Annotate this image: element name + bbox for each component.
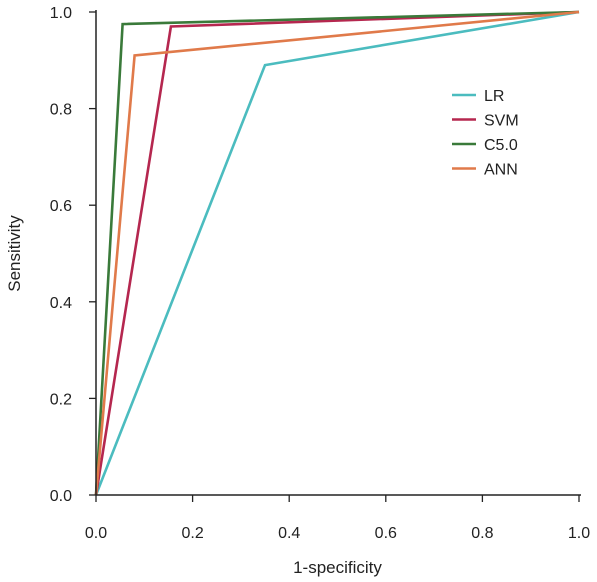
series-line-svm [94,10,580,496]
series-line-c5-0 [94,10,580,496]
legend-label-lr: LR [484,88,504,105]
legend: LR SVM C5.0 ANN [452,88,519,179]
x-tick-label: 0.6 [375,525,397,542]
x-tick-label: 0.8 [471,525,493,542]
legend-label-svm: SVM [484,113,519,130]
x-tick-label: 0.4 [278,525,300,542]
series-line-lr [94,10,580,496]
legend-label-ann: ANN [484,162,518,179]
series-line-ann [94,10,580,496]
axes [95,10,581,496]
x-tick-label: 0.0 [85,525,107,542]
y-tick-label: 0.6 [50,198,72,215]
legend-label-c5-0: C5.0 [484,137,518,154]
ticks: 0.0 0.2 0.4 0.6 0.8 1.0 0.0 0.2 0.4 0.6 0.8 1.0 [50,5,590,542]
y-tick-label: 0.8 [50,102,72,119]
x-tick-label: 1.0 [568,525,590,542]
y-tick-label: 0.4 [50,295,72,312]
x-axis-title: 1-specificity [293,558,382,577]
y-tick-label: 1.0 [50,5,72,22]
y-axis-title: Sensitivity [5,215,24,292]
series-layer [94,10,580,496]
y-tick-label: 0.2 [50,391,72,408]
x-tick-label: 0.2 [181,525,203,542]
y-tick-label: 0.0 [50,488,72,505]
